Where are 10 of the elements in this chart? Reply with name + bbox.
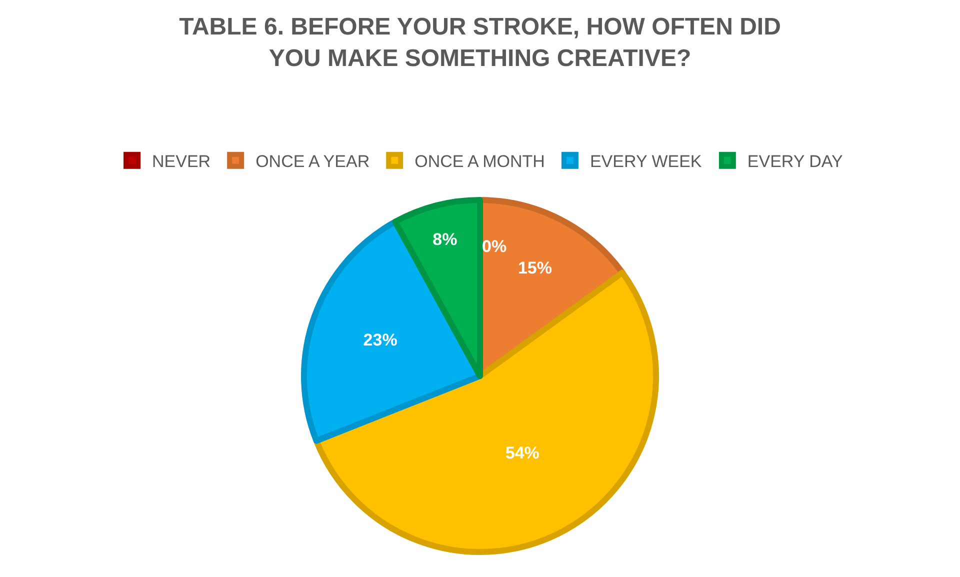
chart-title: TABLE 6. BEFORE YOUR STROKE, HOW OFTEN DID YOU MAKE SOMETHING CREATIVE? bbox=[179, 14, 781, 72]
data-label: 54% bbox=[505, 444, 540, 463]
legend-label: ONCE A YEAR bbox=[256, 152, 370, 172]
data-label: 8% bbox=[432, 230, 458, 249]
legend-label: NEVER bbox=[152, 152, 211, 172]
data-label: 15% bbox=[518, 258, 552, 278]
legend-label: EVERY WEEK bbox=[590, 152, 702, 172]
legend-label: EVERY DAY bbox=[747, 152, 843, 172]
data-label: 23% bbox=[363, 330, 398, 350]
legend-label: ONCE A MONTH bbox=[414, 152, 545, 172]
